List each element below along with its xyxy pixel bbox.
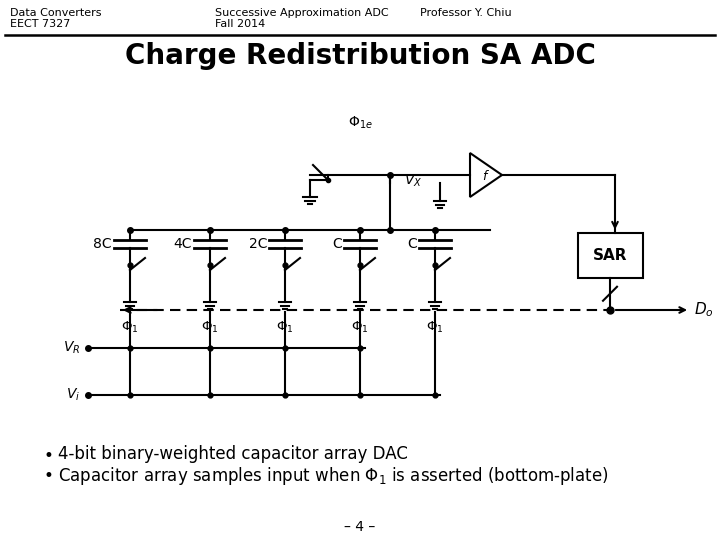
Text: $V_X$: $V_X$ bbox=[404, 173, 422, 189]
Text: C: C bbox=[332, 237, 342, 251]
Text: Data Converters: Data Converters bbox=[10, 8, 102, 18]
Text: •: • bbox=[43, 447, 53, 465]
Text: Capacitor array samples input when $\Phi_1$ is asserted (bottom-plate): Capacitor array samples input when $\Phi… bbox=[58, 465, 608, 487]
Text: $\Phi_1$: $\Phi_1$ bbox=[121, 320, 139, 335]
Text: $D_o$: $D_o$ bbox=[694, 301, 714, 319]
Text: Fall 2014: Fall 2014 bbox=[215, 19, 265, 29]
Text: $\Phi_1$: $\Phi_1$ bbox=[276, 320, 294, 335]
Text: $\Phi_1$: $\Phi_1$ bbox=[426, 320, 444, 335]
Text: Charge Redistribution SA ADC: Charge Redistribution SA ADC bbox=[125, 42, 595, 70]
Text: EECT 7327: EECT 7327 bbox=[10, 19, 71, 29]
Text: f: f bbox=[482, 170, 487, 183]
Bar bbox=[577, 233, 642, 278]
Text: – 4 –: – 4 – bbox=[344, 520, 376, 534]
Text: Professor Y. Chiu: Professor Y. Chiu bbox=[420, 8, 512, 18]
Text: C: C bbox=[408, 237, 417, 251]
Text: 4C: 4C bbox=[174, 237, 192, 251]
Text: $\Phi_1$: $\Phi_1$ bbox=[201, 320, 219, 335]
Text: 4-bit binary-weighted capacitor array DAC: 4-bit binary-weighted capacitor array DA… bbox=[58, 445, 408, 463]
Text: $\Phi_1$: $\Phi_1$ bbox=[351, 320, 369, 335]
Text: 8C: 8C bbox=[94, 237, 112, 251]
Text: $V_i$: $V_i$ bbox=[66, 387, 80, 403]
Text: Successive Approximation ADC: Successive Approximation ADC bbox=[215, 8, 389, 18]
Text: •: • bbox=[43, 467, 53, 485]
Text: $V_R$: $V_R$ bbox=[63, 340, 80, 356]
Text: 2C: 2C bbox=[248, 237, 267, 251]
Text: SAR: SAR bbox=[593, 247, 627, 262]
Text: $\Phi_{1e}$: $\Phi_{1e}$ bbox=[348, 115, 372, 131]
